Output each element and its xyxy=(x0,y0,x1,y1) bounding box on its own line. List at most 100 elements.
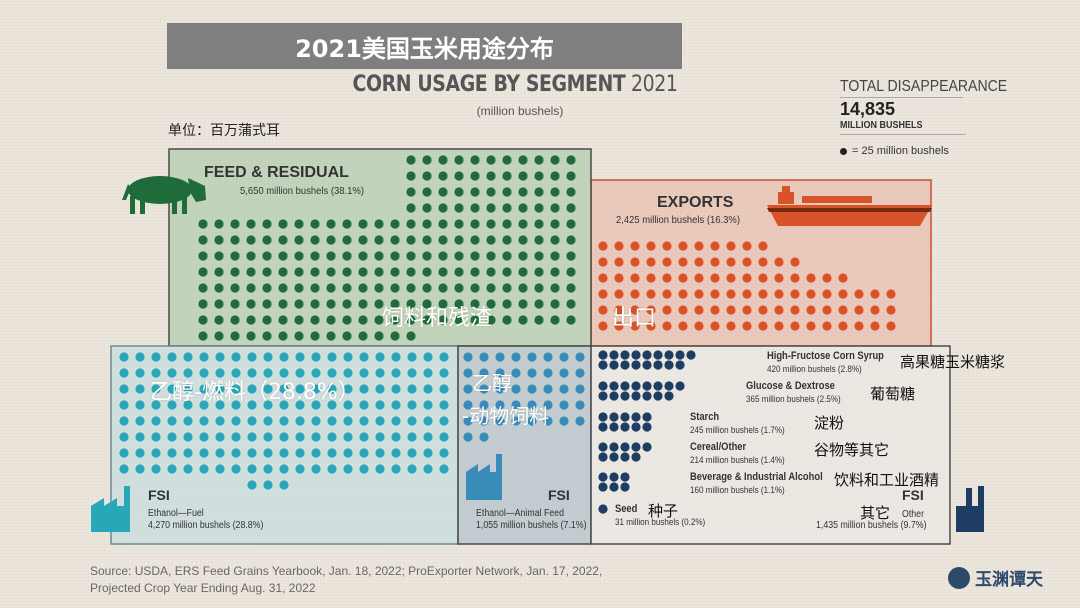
feed-dot xyxy=(518,283,528,293)
feed-dot xyxy=(278,283,288,293)
feed-dot xyxy=(518,203,528,213)
ethanol-feed-dot xyxy=(559,352,569,362)
other-dot xyxy=(620,472,630,482)
export-dot xyxy=(630,321,640,331)
ethanol-feed-dot xyxy=(463,416,473,426)
feed-dot xyxy=(262,299,272,309)
other-dot xyxy=(598,360,608,370)
feed-dot xyxy=(470,203,480,213)
ethanol-feed-dot xyxy=(495,400,505,410)
feed-dot xyxy=(534,187,544,197)
ethanol-fuel-dot xyxy=(391,448,401,458)
feed-dot xyxy=(214,283,224,293)
export-dot xyxy=(742,321,752,331)
export-dot xyxy=(678,321,688,331)
feed-dot xyxy=(214,251,224,261)
ethanol-feed-dot xyxy=(575,368,585,378)
other-dot xyxy=(631,412,641,422)
feed-dot xyxy=(502,171,512,181)
feed-dot xyxy=(422,219,432,229)
other-dot xyxy=(653,350,663,360)
feed-dot xyxy=(230,299,240,309)
export-dot xyxy=(726,305,736,315)
export-dot xyxy=(790,305,800,315)
ethanol-feed-name: Ethanol—Animal Feed xyxy=(476,508,565,519)
feed-dot xyxy=(534,155,544,165)
feed-dot xyxy=(406,251,416,261)
export-dot xyxy=(726,273,736,283)
ethanol-fuel-dot xyxy=(295,416,305,426)
ethanol-fuel-name: Ethanol—Fuel xyxy=(148,508,204,519)
feed-dot xyxy=(358,331,368,341)
other-dot xyxy=(609,412,619,422)
export-dot xyxy=(662,257,672,267)
feed-dot xyxy=(438,171,448,181)
feed-dot xyxy=(422,315,432,325)
feed-dot xyxy=(566,267,576,277)
feed-dot xyxy=(390,283,400,293)
export-dot xyxy=(758,305,768,315)
feed-dot xyxy=(310,235,320,245)
other-dot xyxy=(675,360,685,370)
ethanol-fuel-dot xyxy=(247,416,257,426)
feed-dot xyxy=(470,283,480,293)
feed-dot xyxy=(214,315,224,325)
feed-dot xyxy=(486,155,496,165)
feed-dot xyxy=(310,283,320,293)
feed-dot xyxy=(406,235,416,245)
ethanol-feed-dot xyxy=(463,368,473,378)
feed-dot xyxy=(438,299,448,309)
feed-dot xyxy=(470,155,480,165)
ethanol-fuel-dot xyxy=(215,416,225,426)
feed-dot xyxy=(486,299,496,309)
ethanol-fuel-dot xyxy=(407,352,417,362)
ethanol-fuel-dot xyxy=(247,400,257,410)
ethanol-fuel-dot xyxy=(359,432,369,442)
other-item-title: Beverage & Industrial Alcohol xyxy=(690,471,823,483)
other-dot xyxy=(598,472,608,482)
feed-dot xyxy=(374,299,384,309)
legend-text: = 25 million bushels xyxy=(852,145,949,157)
ethanol-fuel-dot xyxy=(295,352,305,362)
export-dot xyxy=(598,321,608,331)
ethanol-fuel-dot xyxy=(135,384,145,394)
ethanol-fuel-dot xyxy=(231,432,241,442)
ethanol-fuel-dot xyxy=(119,384,129,394)
feed-dot xyxy=(502,235,512,245)
feed-dot xyxy=(470,251,480,261)
ethanol-fuel-dot xyxy=(183,416,193,426)
feed-dot xyxy=(422,171,432,181)
feed-dot xyxy=(262,267,272,277)
english-title-year: 2021 xyxy=(630,72,678,97)
feed-dot xyxy=(406,219,416,229)
export-dot xyxy=(726,289,736,299)
english-title-main: CORN USAGE BY SEGMENT xyxy=(352,72,626,97)
feed-dot xyxy=(230,251,240,261)
ethanol-feed-dot xyxy=(559,400,569,410)
feed-dot xyxy=(438,155,448,165)
feed-dot xyxy=(326,267,336,277)
export-dot xyxy=(598,289,608,299)
export-dot xyxy=(854,305,864,315)
total-disappearance-block: TOTAL DISAPPEARANCE 14,835 MILLION BUSHE… xyxy=(840,78,1007,157)
feed-dot xyxy=(454,315,464,325)
ethanol-fuel-dot xyxy=(311,448,321,458)
ethanol-fuel-dot xyxy=(375,368,385,378)
ethanol-fuel-dot xyxy=(215,384,225,394)
feed-dot xyxy=(390,299,400,309)
ethanol-fuel-dot xyxy=(391,384,401,394)
ethanol-feed-dot xyxy=(495,368,505,378)
feed-dot xyxy=(342,219,352,229)
ethanol-fuel-dot xyxy=(247,464,257,474)
other-dot xyxy=(686,350,696,360)
feed-dot xyxy=(278,299,288,309)
ethanol-fuel-dot xyxy=(231,464,241,474)
feed-dot xyxy=(230,283,240,293)
feed-dot xyxy=(246,219,256,229)
feed-dot xyxy=(358,219,368,229)
feed-dot xyxy=(550,155,560,165)
ethanol-feed-dot xyxy=(479,384,489,394)
ethanol-feed-dot xyxy=(543,384,553,394)
feed-dot xyxy=(454,251,464,261)
ethanol-fuel-dot xyxy=(167,416,177,426)
